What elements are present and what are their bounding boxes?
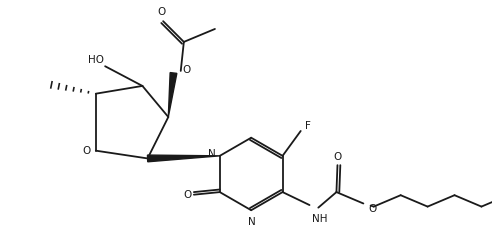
Text: O: O <box>157 7 165 17</box>
Text: O: O <box>183 190 191 200</box>
Text: NH: NH <box>311 214 327 224</box>
Text: N: N <box>248 217 256 227</box>
Text: O: O <box>183 65 190 75</box>
Polygon shape <box>168 73 177 117</box>
Text: F: F <box>305 121 311 131</box>
Polygon shape <box>148 155 220 162</box>
Text: O: O <box>334 152 341 162</box>
Text: HO: HO <box>88 55 104 65</box>
Text: N: N <box>209 149 216 159</box>
Text: O: O <box>368 204 376 214</box>
Text: O: O <box>82 146 91 156</box>
